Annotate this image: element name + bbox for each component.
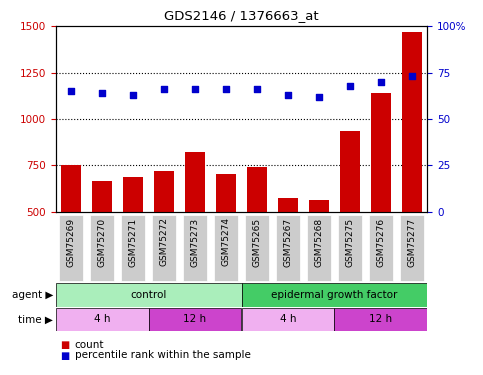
Bar (92, 181, 112, 212)
Text: GSM75265: GSM75265 (253, 217, 261, 267)
Text: GSM75271: GSM75271 (128, 217, 138, 267)
FancyBboxPatch shape (338, 214, 362, 281)
Bar (242, 308, 334, 331)
Point (191, 86, 199, 92)
Point (284, 92, 292, 98)
Point (129, 92, 137, 98)
FancyBboxPatch shape (369, 214, 393, 281)
Text: time ▶: time ▶ (18, 314, 53, 324)
Text: control: control (130, 290, 167, 300)
FancyBboxPatch shape (214, 214, 238, 281)
Text: percentile rank within the sample: percentile rank within the sample (75, 351, 251, 360)
Text: GSM75267: GSM75267 (284, 217, 293, 267)
Bar (154, 171, 174, 212)
Point (315, 94, 323, 100)
Text: 4 h: 4 h (280, 314, 296, 324)
Text: GSM75275: GSM75275 (345, 217, 355, 267)
Text: GSM75274: GSM75274 (222, 217, 230, 266)
Point (346, 82, 354, 88)
Text: GSM75270: GSM75270 (98, 217, 107, 267)
FancyBboxPatch shape (307, 214, 331, 281)
FancyBboxPatch shape (121, 214, 145, 281)
Point (253, 86, 261, 92)
Text: GSM75276: GSM75276 (376, 217, 385, 267)
Bar (56, 308, 149, 331)
Text: ■: ■ (60, 340, 70, 350)
Point (98, 90, 106, 96)
Bar (185, 153, 205, 212)
Text: GSM75269: GSM75269 (67, 217, 75, 267)
Bar (61, 165, 81, 212)
Text: 12 h: 12 h (184, 314, 207, 324)
FancyBboxPatch shape (183, 214, 207, 281)
Text: count: count (75, 340, 104, 350)
FancyBboxPatch shape (245, 214, 269, 281)
FancyBboxPatch shape (59, 214, 83, 281)
Text: GSM75272: GSM75272 (159, 217, 169, 266)
Bar (123, 177, 143, 212)
Bar (371, 93, 391, 212)
Bar (402, 32, 422, 212)
Bar (247, 167, 267, 212)
Bar (216, 174, 236, 212)
Point (377, 79, 385, 85)
Text: GSM75268: GSM75268 (314, 217, 324, 267)
Point (408, 74, 416, 80)
Text: GDS2146 / 1376663_at: GDS2146 / 1376663_at (164, 9, 319, 22)
Bar (309, 200, 329, 212)
Text: ■: ■ (60, 351, 70, 360)
Text: 4 h: 4 h (94, 314, 110, 324)
FancyBboxPatch shape (276, 214, 300, 281)
Bar (334, 308, 427, 331)
Text: epidermal growth factor: epidermal growth factor (271, 290, 398, 300)
Text: 12 h: 12 h (369, 314, 393, 324)
Point (160, 86, 168, 92)
Point (67, 88, 75, 94)
Text: agent ▶: agent ▶ (12, 290, 53, 300)
Bar (56, 283, 242, 307)
Bar (242, 283, 427, 307)
Text: GSM75273: GSM75273 (190, 217, 199, 267)
FancyBboxPatch shape (400, 214, 424, 281)
Bar (340, 131, 360, 212)
Point (222, 86, 230, 92)
Bar (278, 198, 298, 212)
FancyBboxPatch shape (152, 214, 176, 281)
FancyBboxPatch shape (90, 214, 114, 281)
Text: GSM75277: GSM75277 (408, 217, 416, 267)
Bar (149, 308, 242, 331)
